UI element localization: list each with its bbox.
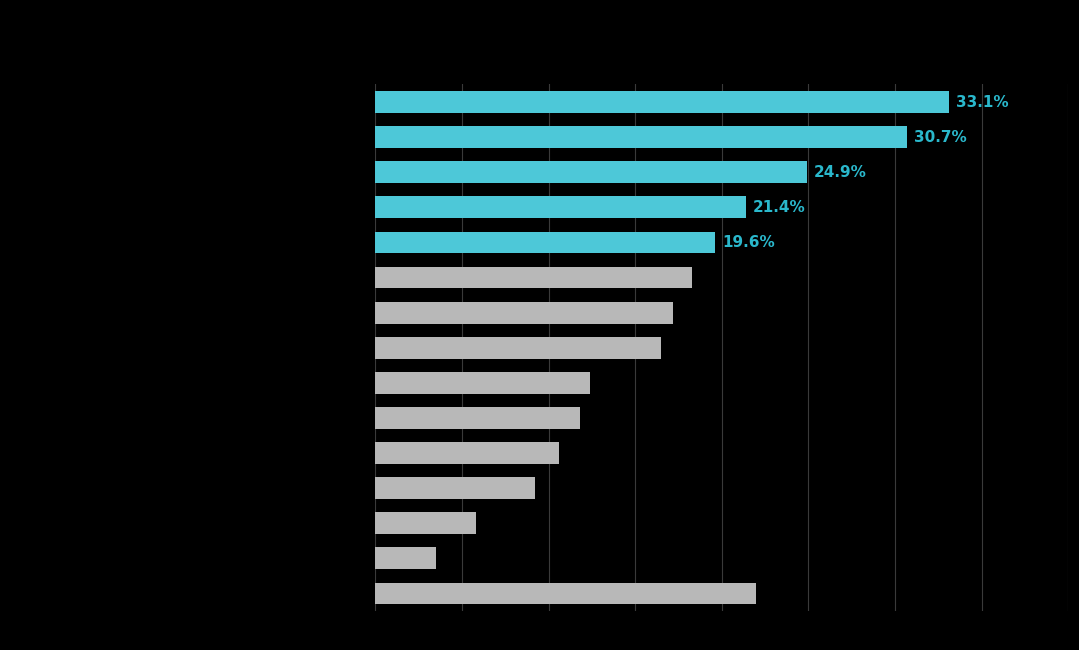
Bar [375, 477, 535, 499]
Bar [375, 302, 673, 324]
Bar [375, 442, 559, 464]
Bar [375, 126, 907, 148]
Bar [375, 231, 715, 254]
Bar [375, 91, 948, 113]
Bar [375, 582, 756, 604]
Bar [375, 407, 579, 429]
Bar [375, 547, 436, 569]
Text: 19.6%: 19.6% [722, 235, 775, 250]
Bar [375, 266, 693, 289]
Text: 24.9%: 24.9% [814, 164, 866, 180]
Text: 21.4%: 21.4% [753, 200, 806, 215]
Bar [375, 372, 590, 394]
Bar [375, 337, 661, 359]
Bar [375, 196, 746, 218]
Text: 33.1%: 33.1% [956, 94, 1008, 110]
Bar [375, 512, 476, 534]
Text: 30.7%: 30.7% [914, 129, 967, 145]
Bar [375, 161, 807, 183]
